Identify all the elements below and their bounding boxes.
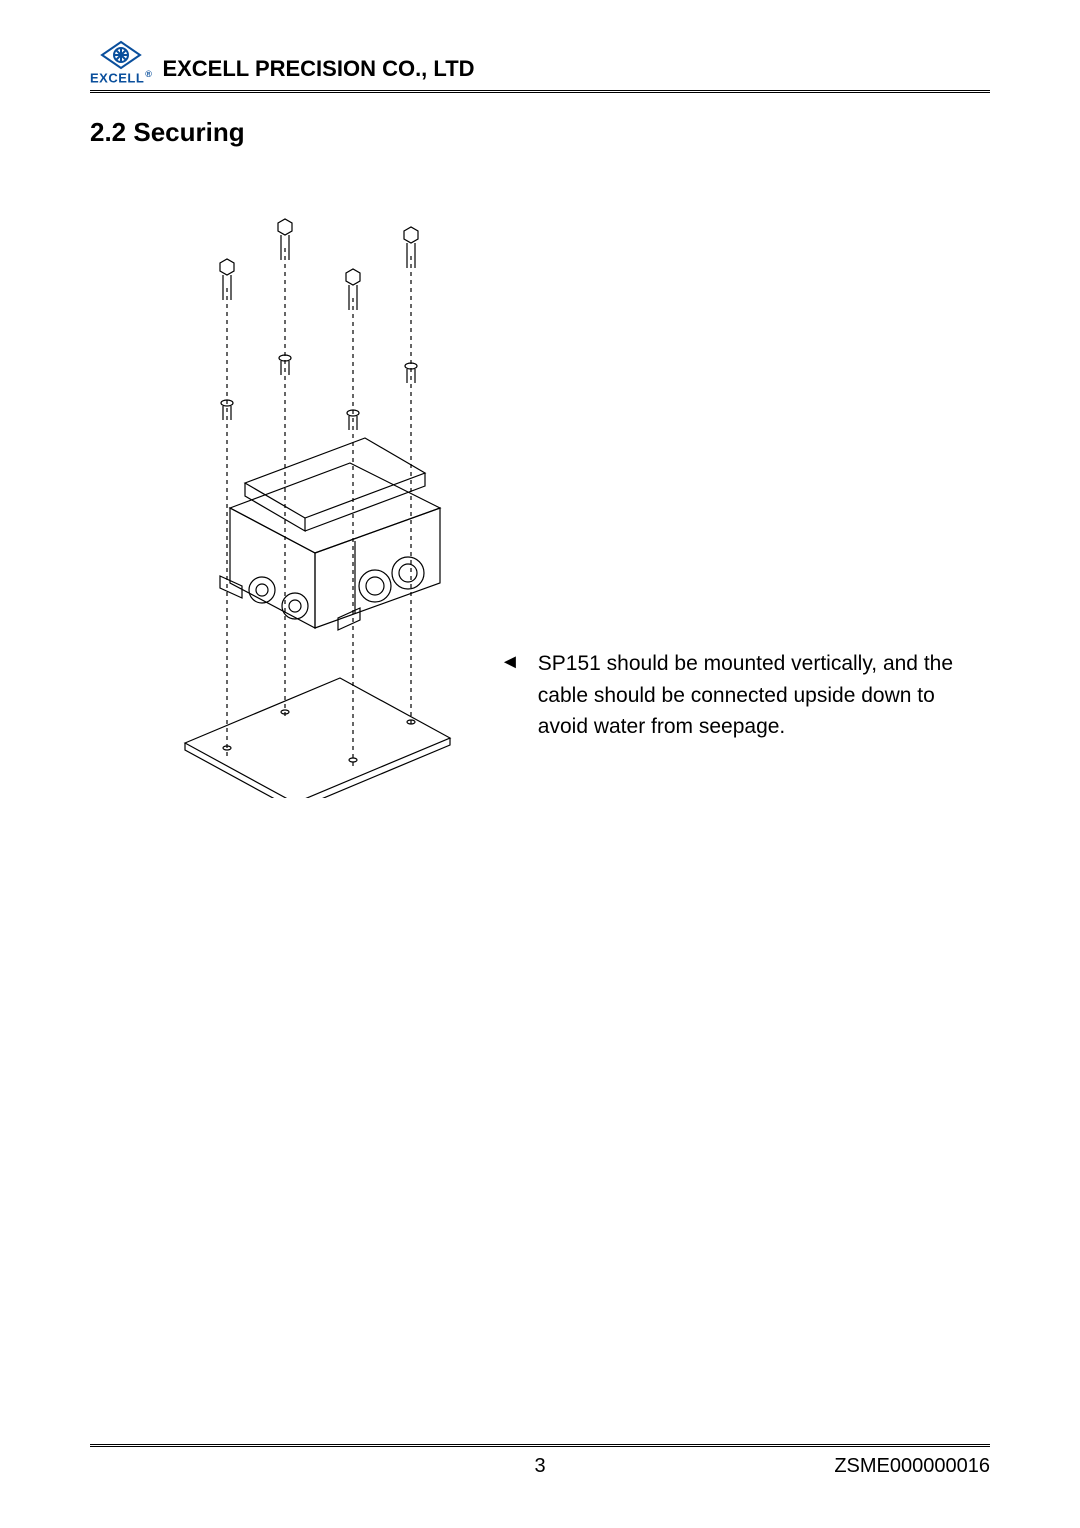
page-header: EXCELL® EXCELL PRECISION CO., LTD: [90, 40, 990, 88]
company-name: EXCELL PRECISION CO., LTD: [162, 56, 474, 84]
company-logo: EXCELL®: [90, 40, 152, 84]
note-marker-icon: ◄: [500, 648, 520, 676]
section-title: 2.2 Securing: [90, 117, 990, 148]
page-footer: 3 ZSME000000016: [90, 1442, 990, 1478]
note-text: SP151 should be mounted vertically, and …: [538, 648, 990, 743]
content-row: ◄ SP151 should be mounted vertically, an…: [90, 188, 990, 803]
assembly-diagram: [90, 188, 470, 803]
document-code: ZSME000000016: [834, 1455, 990, 1478]
footer-divider: [90, 1444, 990, 1447]
note-column: ◄ SP151 should be mounted vertically, an…: [500, 188, 990, 743]
page-number: 3: [534, 1455, 545, 1478]
header-divider: [90, 90, 990, 93]
logo-text: EXCELL®: [90, 70, 152, 84]
logo-icon: [98, 40, 144, 70]
